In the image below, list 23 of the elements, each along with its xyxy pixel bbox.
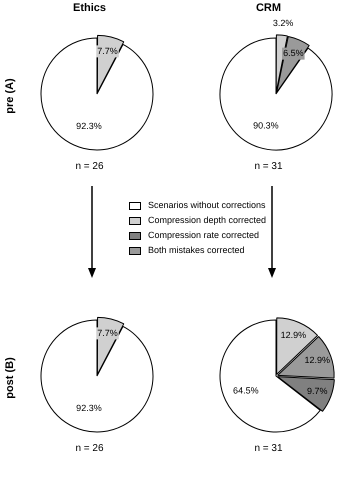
data-label: 12.9%	[280, 330, 306, 340]
data-label: 9.7%	[306, 386, 328, 396]
text: n = 26	[74, 443, 105, 454]
data-label: 64.5%	[233, 385, 259, 396]
data-label: 92.3%	[76, 121, 102, 132]
data-label: 7.7%	[97, 46, 118, 56]
data-label: 7.7%	[97, 328, 118, 338]
chart-title: CRM	[254, 2, 282, 14]
data-label: 90.3%	[253, 120, 279, 131]
text: pre (A)	[4, 77, 16, 116]
chart-title: Ethics	[72, 2, 107, 14]
text: post (B)	[4, 356, 16, 401]
legend-label: Scenarios without corrections	[147, 199, 266, 212]
legend-label: Compression rate corrected	[147, 229, 260, 242]
data-label: 12.9%	[304, 355, 330, 366]
text: n = 31	[253, 443, 284, 454]
data-label: 6.5%	[283, 48, 304, 58]
legend-label: Compression depth corrected	[147, 214, 266, 227]
legend-label: Both mistakes corrected	[147, 244, 246, 257]
text: n = 31	[253, 161, 284, 172]
data-label: 3.2%	[272, 18, 294, 28]
text: n = 26	[74, 161, 105, 172]
data-label: 92.3%	[76, 403, 102, 414]
